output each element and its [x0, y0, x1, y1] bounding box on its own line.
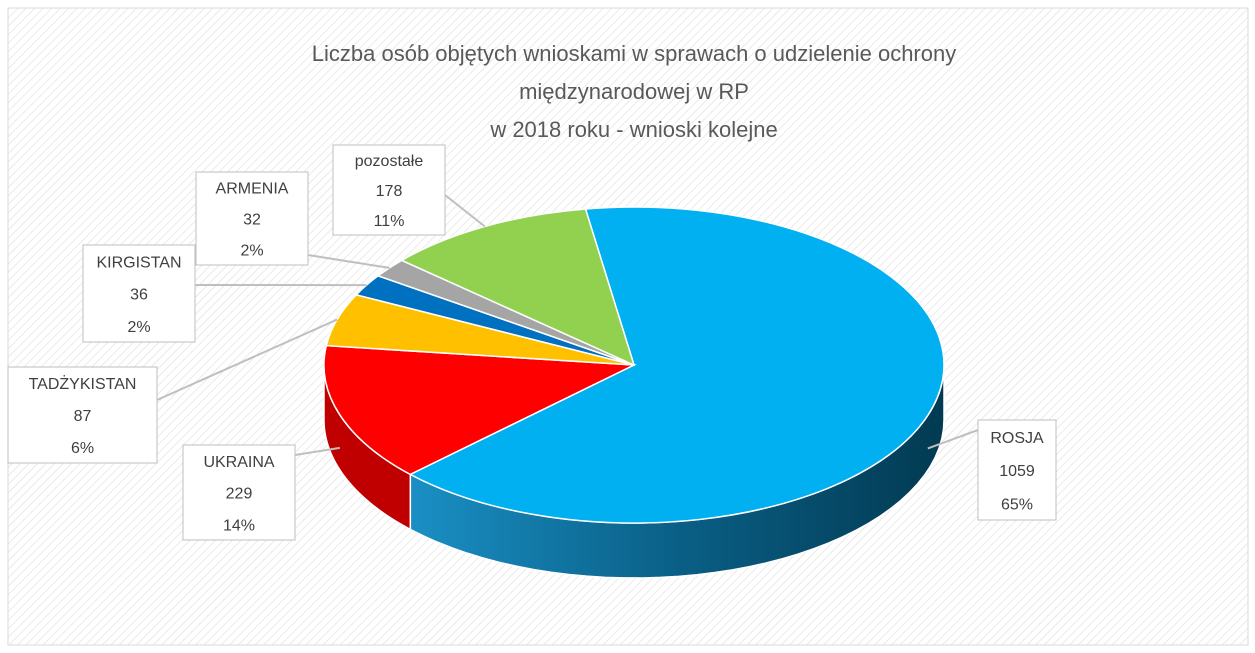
leader-line — [307, 254, 390, 269]
label-box — [7, 366, 158, 464]
label-box — [182, 444, 296, 541]
data-label: TADŻYKISTAN — [29, 374, 137, 393]
data-label: 65% — [1001, 497, 1033, 514]
data-label: 32 — [243, 212, 261, 229]
chart-title: Liczba osób objętych wnioskami w sprawac… — [312, 41, 956, 66]
label-box — [195, 171, 309, 266]
data-label: KIRGISTAN — [96, 254, 181, 271]
data-label: 229 — [226, 486, 253, 503]
leader-line — [444, 194, 486, 228]
chart-title: w 2018 roku - wnioski kolejne — [489, 117, 777, 142]
chart-title: międzynarodowej w RP — [519, 79, 749, 104]
leader-line — [156, 318, 338, 401]
leader-line — [294, 446, 340, 456]
data-label: 1059 — [999, 463, 1035, 480]
data-label: 11% — [374, 213, 405, 230]
data-label: 36 — [130, 287, 148, 304]
label-box — [332, 144, 446, 236]
data-label: 178 — [376, 183, 403, 200]
slice — [323, 344, 637, 476]
label-box — [977, 419, 1057, 521]
slice — [408, 206, 945, 524]
data-label: UKRAINA — [203, 454, 274, 471]
data-label: 6% — [71, 440, 94, 457]
data-label: ARMENIA — [216, 181, 289, 198]
data-label: pozostałe — [355, 153, 424, 170]
data-label: ROSJA — [990, 430, 1044, 447]
data-label: 14% — [223, 517, 255, 534]
data-label: 2% — [127, 319, 150, 336]
data-label: 2% — [240, 243, 263, 260]
slice — [400, 208, 636, 367]
leader-line — [927, 429, 979, 450]
data-label: 87 — [74, 408, 92, 425]
label-box — [82, 244, 196, 343]
